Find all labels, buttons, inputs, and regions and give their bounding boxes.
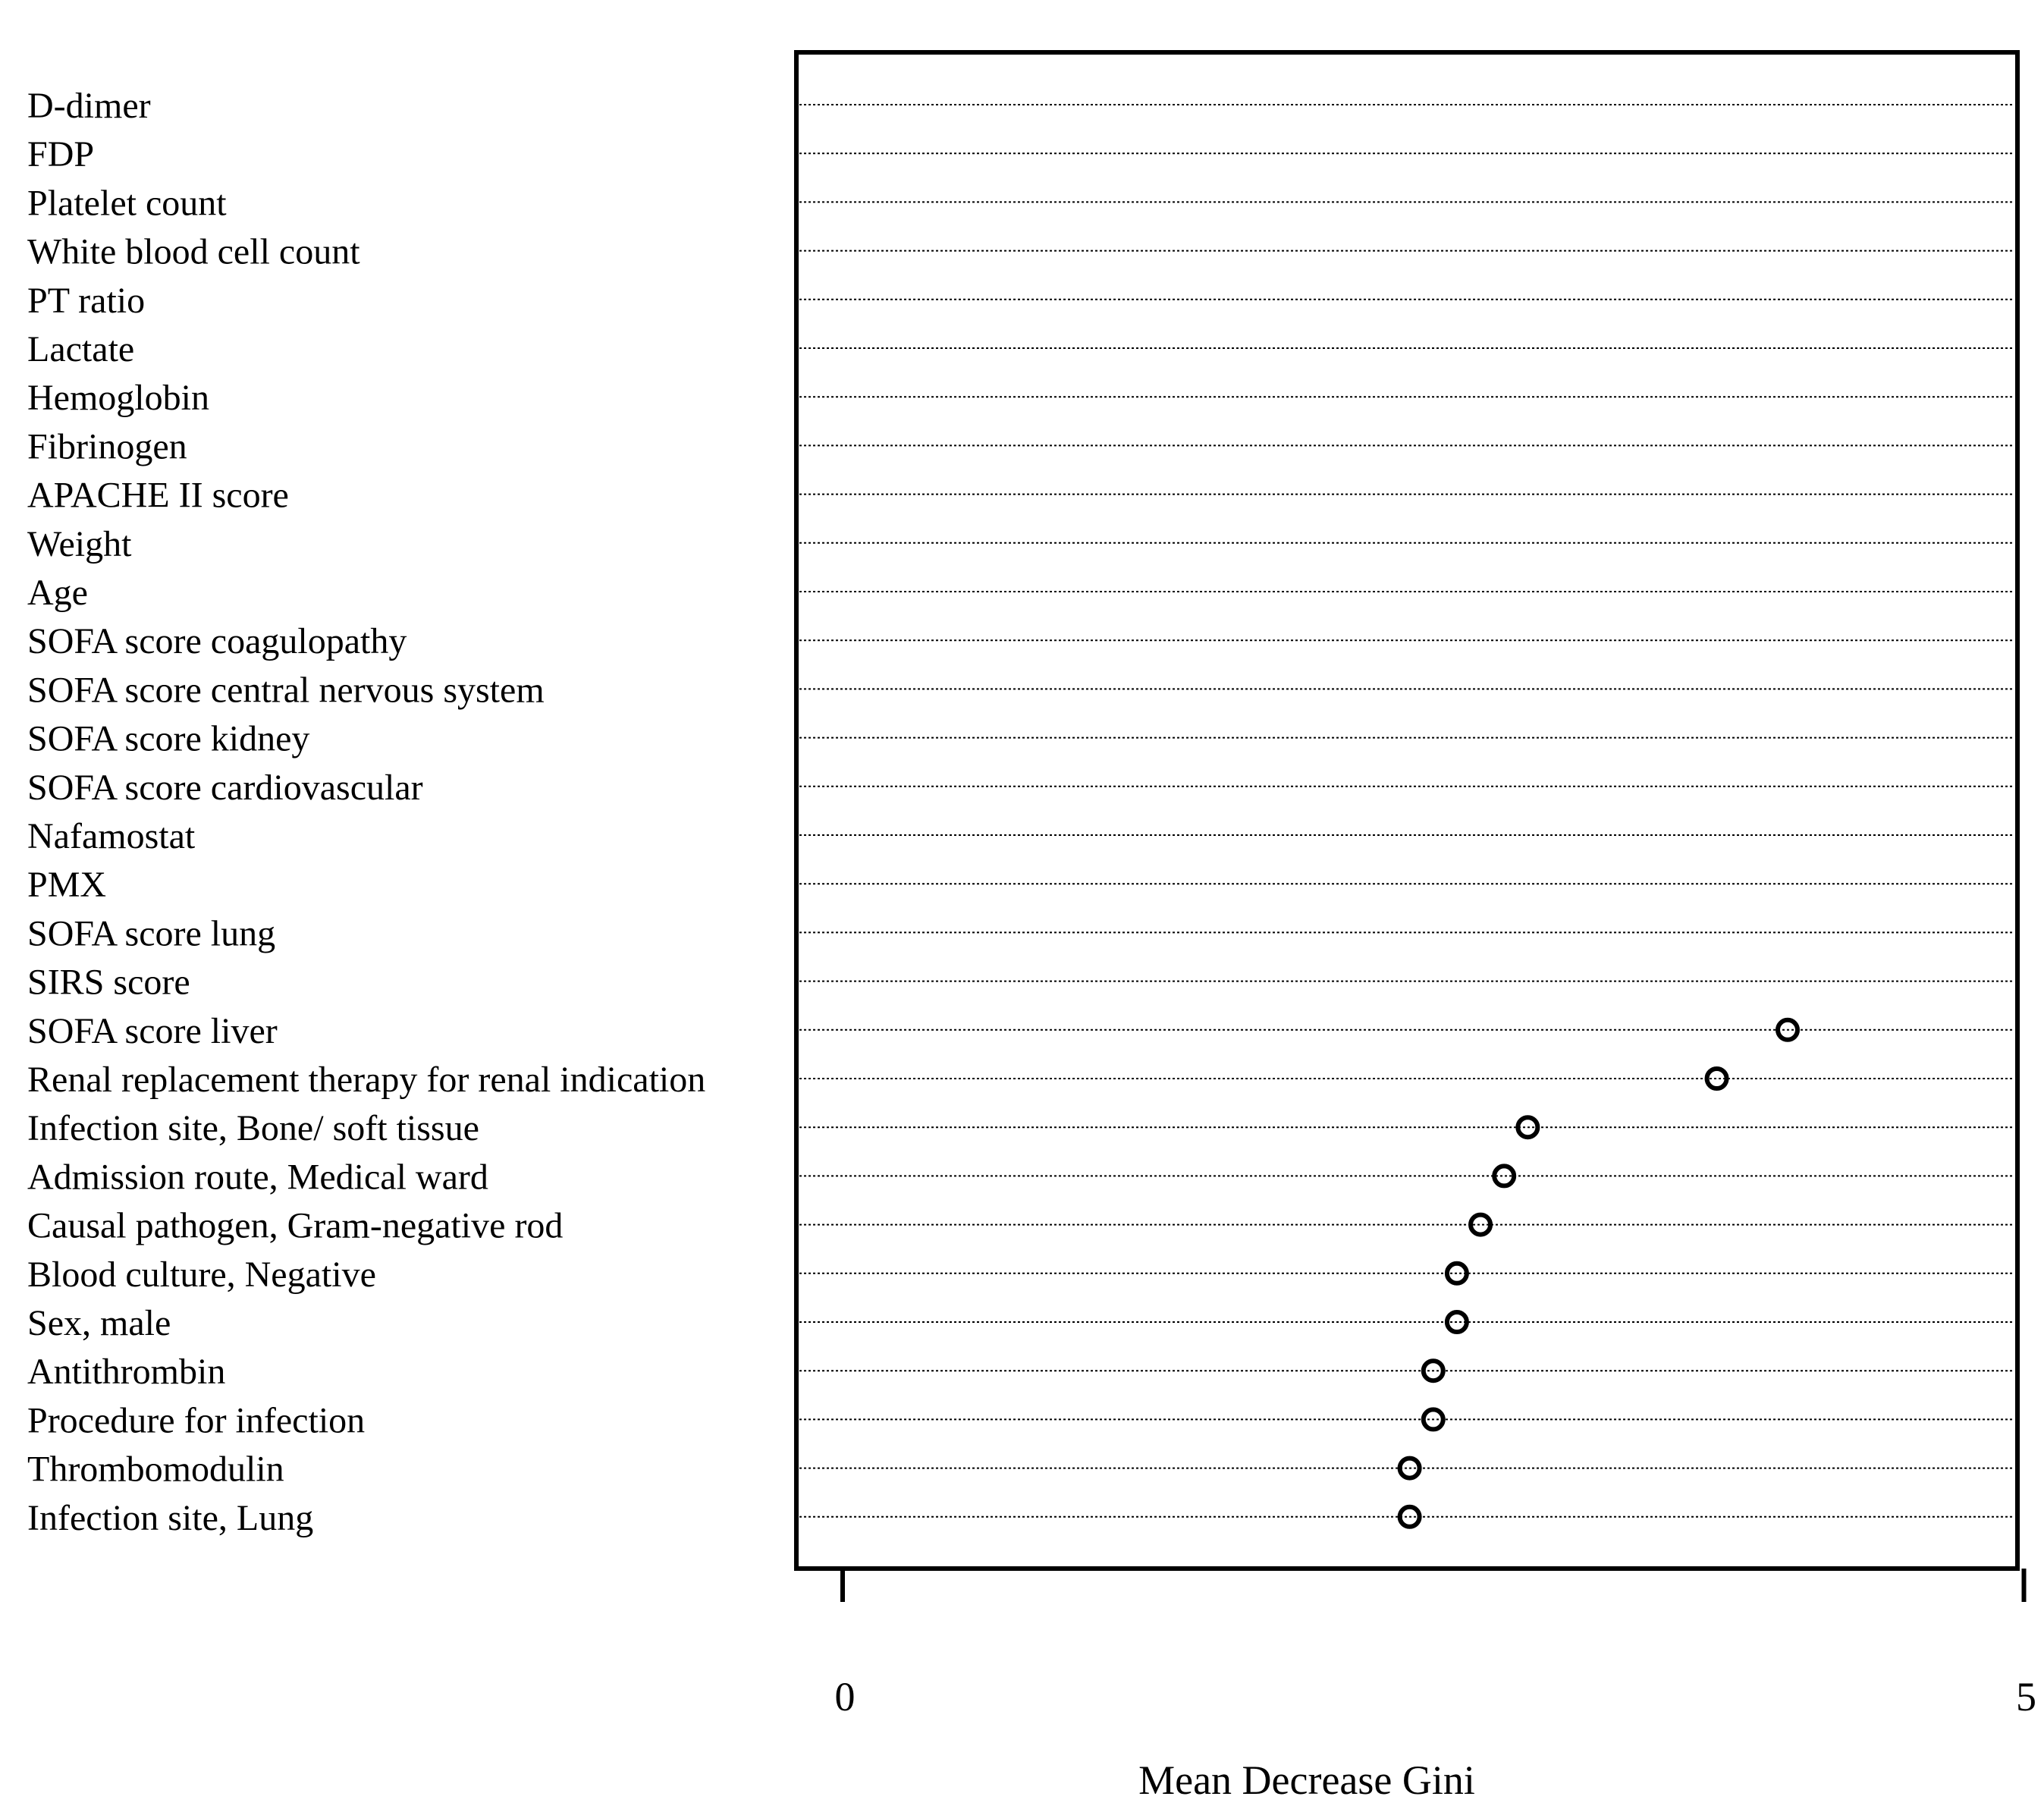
x-tick-label: 5 xyxy=(2016,1674,2036,1719)
category-label: FDP xyxy=(27,134,94,174)
data-point xyxy=(1444,1261,1469,1286)
category-label: Thrombomodulin xyxy=(27,1449,284,1490)
category-label: Procedure for infection xyxy=(27,1400,365,1440)
data-point xyxy=(1704,1066,1729,1091)
category-label: Infection site, Bone/ soft tissue xyxy=(27,1108,479,1148)
category-label: SOFA score lung xyxy=(27,913,275,953)
category-label: Blood culture, Negative xyxy=(27,1255,376,1295)
category-label: Age xyxy=(27,573,88,613)
data-point xyxy=(1421,1407,1446,1432)
data-point xyxy=(1444,1310,1469,1334)
category-label: SOFA score kidney xyxy=(27,719,309,759)
category-label: Infection site, Lung xyxy=(27,1498,313,1538)
category-label: APACHE II score xyxy=(27,476,289,516)
category-label: SIRS score xyxy=(27,963,190,1003)
data-point xyxy=(1776,1017,1800,1042)
category-label: SOFA score liver xyxy=(27,1011,278,1051)
data-point xyxy=(1421,1358,1446,1383)
data-point xyxy=(1397,1504,1422,1529)
category-label: Weight xyxy=(27,524,132,564)
category-label: PT ratio xyxy=(27,281,145,321)
category-label: Admission route, Medical ward xyxy=(27,1157,488,1197)
data-point xyxy=(1468,1212,1493,1237)
category-label: Nafamostat xyxy=(27,816,196,856)
category-label: Fibrinogen xyxy=(27,426,187,466)
category-label: Lactate xyxy=(27,329,134,369)
category-label: Platelet count xyxy=(27,183,227,223)
data-points xyxy=(1397,1017,1800,1529)
category-label: SOFA score cardiovascular xyxy=(27,768,423,808)
category-label: Causal pathogen, Gram-negative rod xyxy=(27,1206,563,1246)
category-label: SOFA score central nervous system xyxy=(27,670,545,710)
data-point xyxy=(1515,1115,1540,1140)
category-label: Antithrombin xyxy=(27,1352,225,1392)
x-tick-label: 0 xyxy=(835,1674,856,1719)
category-label: White blood cell count xyxy=(27,232,360,272)
guide-lines xyxy=(799,104,2014,1518)
plot-frame xyxy=(794,50,2020,1571)
x-axis: 05101520 xyxy=(835,1569,2036,1719)
category-label: PMX xyxy=(27,865,106,905)
category-label: D-dimer xyxy=(27,86,151,126)
data-point xyxy=(1397,1456,1422,1481)
data-point xyxy=(1492,1164,1517,1189)
category-label: Renal replacement therapy for renal indi… xyxy=(27,1060,705,1100)
x-axis-title: Mean Decrease Gini xyxy=(1138,1757,1475,1803)
category-label: Hemoglobin xyxy=(27,378,209,418)
category-label: Sex, male xyxy=(27,1303,171,1343)
category-label: SOFA score coagulopathy xyxy=(27,621,407,661)
category-labels: D-dimer FDP Platelet count White blood cell… xyxy=(27,86,705,1538)
